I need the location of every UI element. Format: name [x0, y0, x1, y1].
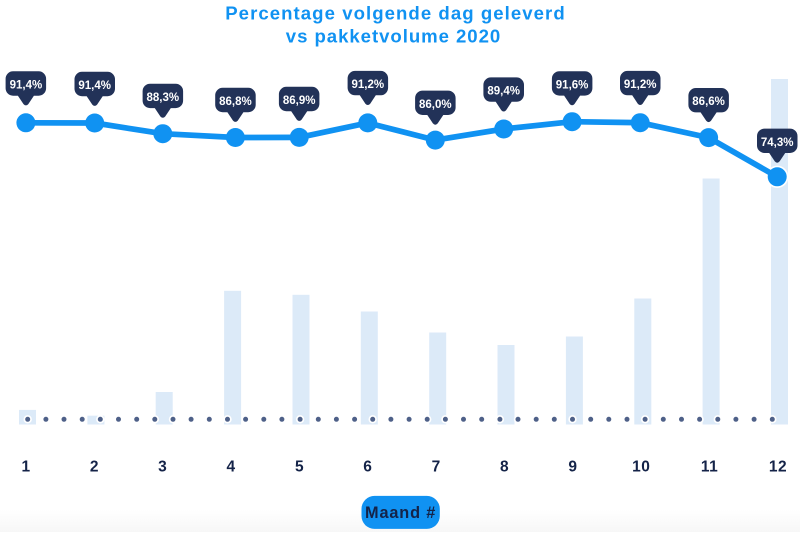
svg-text:vs pakketvolume 2020: vs pakketvolume 2020 — [286, 26, 501, 47]
svg-text:11: 11 — [701, 459, 718, 476]
svg-text:88,3%: 88,3% — [146, 92, 179, 104]
svg-text:86,8%: 86,8% — [219, 96, 252, 108]
svg-text:2: 2 — [90, 459, 99, 476]
svg-text:86,0%: 86,0% — [419, 99, 452, 111]
svg-text:9: 9 — [568, 459, 577, 476]
svg-text:91,4%: 91,4% — [78, 80, 111, 92]
svg-text:91,2%: 91,2% — [351, 79, 384, 91]
svg-text:89,4%: 89,4% — [487, 86, 520, 98]
svg-text:12: 12 — [769, 459, 787, 476]
svg-text:6: 6 — [363, 459, 372, 476]
svg-text:Maand #: Maand # — [365, 504, 436, 522]
svg-text:86,6%: 86,6% — [692, 96, 725, 108]
svg-text:3: 3 — [158, 459, 167, 476]
svg-text:5: 5 — [295, 459, 304, 476]
svg-text:91,6%: 91,6% — [556, 79, 589, 91]
svg-text:7: 7 — [432, 459, 441, 476]
svg-text:1: 1 — [21, 459, 30, 476]
svg-text:74,3%: 74,3% — [761, 137, 794, 149]
svg-text:Percentage volgende dag geleve: Percentage volgende dag geleverd — [225, 3, 566, 24]
svg-text:4: 4 — [227, 459, 236, 476]
svg-text:86,9%: 86,9% — [283, 95, 316, 107]
svg-text:91,2%: 91,2% — [624, 79, 657, 91]
svg-text:8: 8 — [500, 459, 509, 476]
svg-text:10: 10 — [632, 459, 650, 476]
svg-text:91,4%: 91,4% — [10, 80, 43, 92]
